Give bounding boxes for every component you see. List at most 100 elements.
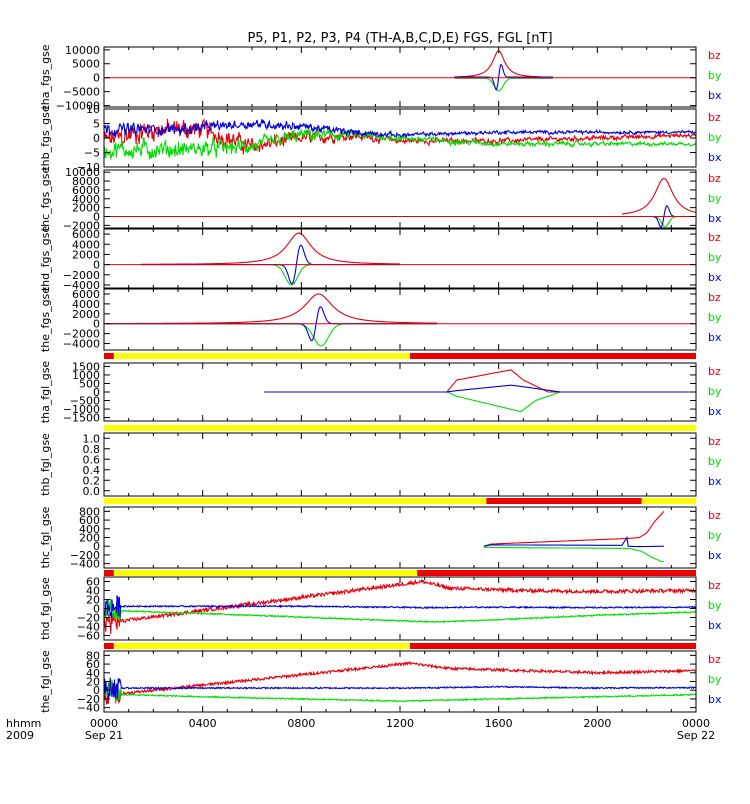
- panel-frame: [103, 432, 697, 497]
- series-line-bz: [104, 118, 696, 155]
- y-tick-label: 0: [93, 72, 100, 85]
- series-line-bz: [104, 578, 696, 635]
- y-tick-label: 500: [79, 377, 100, 390]
- y-tick-label: 80: [86, 649, 100, 662]
- y-tick-label: −60: [77, 630, 100, 643]
- status-bar-segment: [113, 643, 410, 649]
- panel-series: [104, 660, 696, 705]
- corner-label-year: 2009: [6, 729, 34, 742]
- y-tick-label: −1000: [63, 403, 100, 416]
- y-tick-label: 5000: [72, 58, 100, 71]
- status-bar-segment: [104, 425, 696, 431]
- y-tick-label: 10: [86, 103, 100, 116]
- y-tick-label: −400: [70, 558, 100, 571]
- status-bar-segment: [409, 353, 696, 359]
- x-date-label-end: Sep 22: [677, 729, 715, 742]
- y-axis-label: thc_fgs_gse: [39, 167, 52, 232]
- y-axis-label: thc_fgl_gse: [39, 506, 52, 568]
- y-tick-label: 20: [86, 676, 100, 689]
- y-tick-label: 1500: [72, 360, 100, 373]
- panel-frame: [103, 288, 697, 351]
- y-tick-label: 4000: [72, 193, 100, 206]
- panel-series: [104, 578, 696, 635]
- y-axis-label: thb_fgl_gse: [39, 433, 52, 496]
- series-line-bx: [483, 535, 664, 548]
- legend-entry-bx: bx: [708, 331, 722, 344]
- status-bar-segment: [113, 570, 418, 576]
- y-tick-label: 10000: [65, 166, 100, 179]
- y-axis-label: thb_fgs_gse: [39, 105, 52, 171]
- chart-title: P5, P1, P2, P3, P4 (TH-A,B,C,D,E) FGS, F…: [247, 31, 552, 46]
- y-tick-label: 8000: [72, 175, 100, 188]
- legend-entry-by: by: [708, 529, 722, 542]
- y-tick-label: −2000: [63, 269, 100, 282]
- series-line-bz: [104, 660, 696, 705]
- y-axis-label: thd_fgl_gse: [39, 577, 52, 640]
- legend-entry-bx: bx: [708, 693, 722, 706]
- legend-entry-bz: bz: [708, 49, 721, 62]
- legend-entry-by: by: [708, 455, 722, 468]
- legend-entry-bz: bz: [708, 653, 721, 666]
- panel-frame: [103, 506, 697, 569]
- x-tick-label: 0000: [682, 717, 710, 730]
- y-tick-label: 4000: [72, 238, 100, 251]
- y-tick-label: 40: [86, 667, 100, 680]
- status-bar-4: [104, 570, 696, 576]
- y-tick-label: 0.6: [83, 453, 101, 466]
- status-bar-segment: [486, 498, 642, 504]
- legend-entry-bz: bz: [708, 172, 721, 185]
- y-tick-label: 4000: [72, 298, 100, 311]
- y-tick-label: 0: [93, 603, 100, 616]
- panel-frame: [103, 228, 697, 289]
- panel-series: [104, 232, 696, 286]
- x-tick-label: 1600: [485, 717, 513, 730]
- legend-entry-bz: bz: [708, 579, 721, 592]
- y-tick-label: 0.8: [83, 443, 101, 456]
- legend-entry-bx: bx: [708, 619, 722, 632]
- status-bar-segment: [641, 498, 696, 504]
- x-tick-label: 0800: [287, 717, 315, 730]
- legend-entry-bz: bz: [708, 291, 721, 304]
- legend-entry-by: by: [708, 131, 722, 144]
- legend-entry-by: by: [708, 385, 722, 398]
- legend-entry-bz: bz: [708, 365, 721, 378]
- y-axis-label: tha_fgl_gse: [39, 361, 52, 424]
- y-tick-label: 0: [93, 540, 100, 553]
- status-bars: [104, 353, 696, 649]
- status-bar-2: [104, 425, 696, 431]
- y-tick-label: −10: [77, 161, 100, 174]
- legend-entry-by: by: [708, 311, 722, 324]
- y-tick-label: 2000: [72, 308, 100, 321]
- legend-entry-bz: bz: [708, 231, 721, 244]
- series-line-bz: [106, 293, 437, 325]
- y-tick-label: 0.0: [83, 485, 101, 498]
- legend-entry-bx: bx: [708, 475, 722, 488]
- series-line-bx: [104, 677, 696, 700]
- y-tick-label: 0: [93, 684, 100, 697]
- panel-frame: [103, 650, 697, 713]
- y-tick-label: 0.4: [83, 464, 101, 477]
- series-line-bz: [483, 511, 665, 547]
- series-line-by: [104, 679, 696, 703]
- panel-frame: [103, 46, 697, 108]
- legend-entry-by: by: [708, 192, 722, 205]
- y-tick-label: 400: [79, 523, 100, 536]
- legend-entry-bz: bz: [708, 111, 721, 124]
- status-bar-segment: [409, 643, 696, 649]
- y-tick-label: 1.0: [83, 432, 101, 445]
- y-tick-label: −1500: [63, 412, 100, 425]
- panel-series: [104, 293, 696, 347]
- y-tick-label: 6000: [72, 228, 100, 241]
- x-tick-label: 0000: [90, 717, 118, 730]
- series-line-by: [483, 546, 664, 563]
- y-axis-label: thd_fgs_gse: [39, 226, 52, 292]
- panel-2: 10 50 −5−10 thb_fgs_gse bz by bx: [39, 103, 722, 174]
